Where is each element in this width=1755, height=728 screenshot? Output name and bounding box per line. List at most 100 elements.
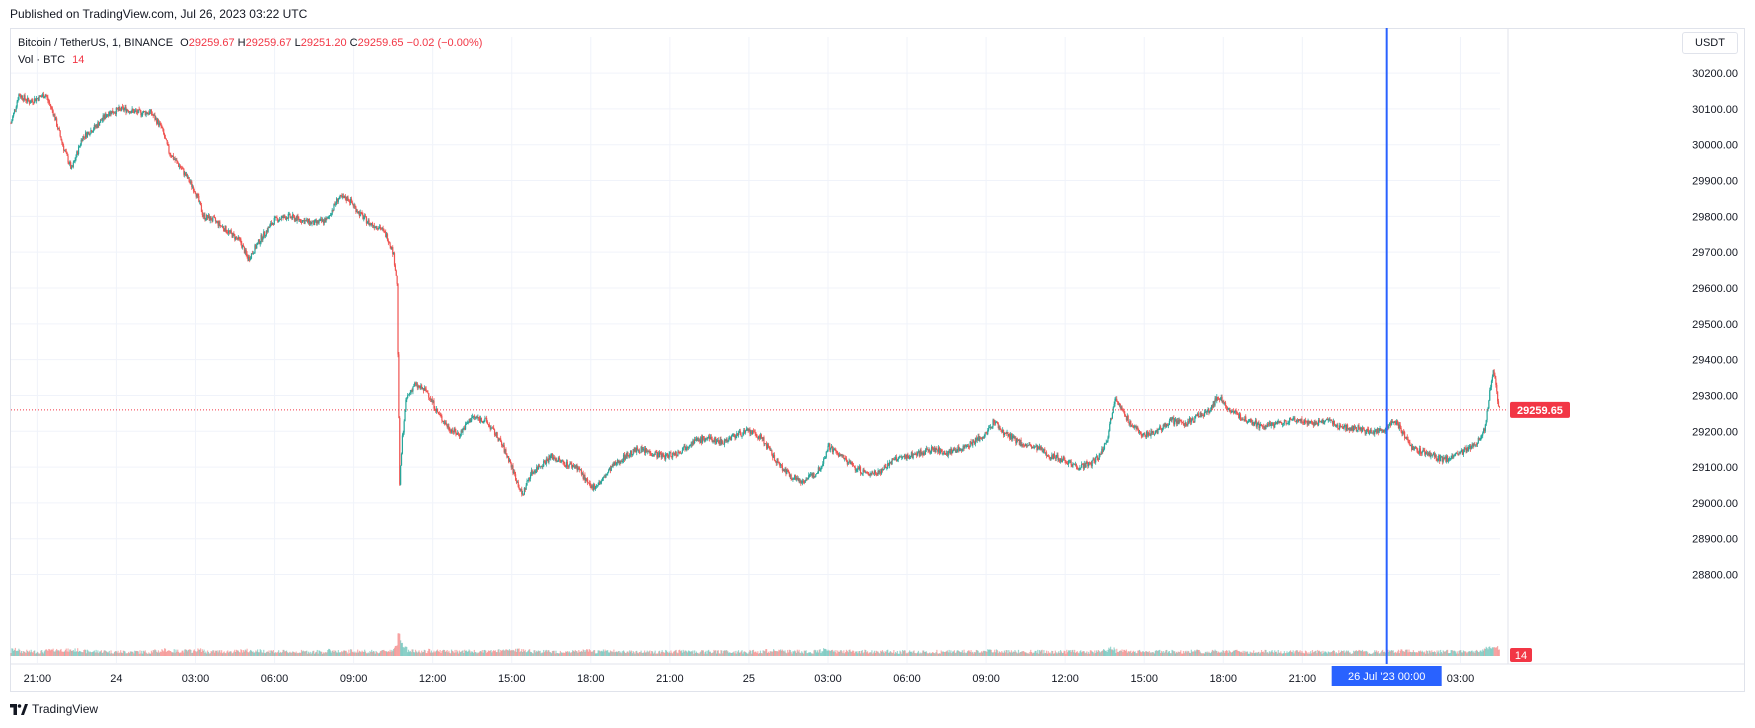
candle-body bbox=[1346, 424, 1349, 429]
candle-body bbox=[1056, 454, 1058, 458]
candle-body bbox=[866, 471, 868, 473]
candle-body bbox=[650, 453, 652, 456]
volume-bar bbox=[543, 649, 545, 656]
volume-bar bbox=[796, 649, 798, 656]
candle-body bbox=[1222, 401, 1224, 403]
volume-bar bbox=[858, 651, 860, 656]
volume-bar bbox=[286, 652, 289, 656]
candle-body bbox=[401, 435, 404, 454]
volume-bar bbox=[744, 652, 747, 656]
candle-body bbox=[683, 445, 685, 448]
candle-body bbox=[1027, 445, 1029, 447]
volume-bar bbox=[342, 652, 344, 656]
volume-bar bbox=[514, 651, 516, 656]
volume-bar bbox=[26, 649, 28, 656]
volume-bar bbox=[423, 649, 425, 656]
candle-body bbox=[119, 107, 121, 109]
volume-bar bbox=[160, 651, 162, 656]
volume-bar bbox=[1259, 653, 1261, 656]
x-tick-label: 06:00 bbox=[261, 673, 289, 685]
volume-bar bbox=[58, 651, 60, 656]
volume-bar bbox=[1146, 651, 1149, 656]
volume-bar bbox=[1012, 651, 1014, 656]
volume-bar bbox=[1352, 653, 1354, 656]
volume-bar bbox=[1411, 652, 1413, 656]
volume-bar bbox=[801, 652, 804, 656]
candle-body bbox=[261, 235, 263, 241]
volume-bar bbox=[515, 651, 518, 656]
candle-body bbox=[1317, 422, 1319, 426]
candle-body bbox=[1338, 428, 1340, 430]
volume-bar bbox=[115, 651, 117, 656]
candle-body bbox=[745, 429, 748, 431]
volume-bar bbox=[192, 650, 195, 656]
candle-body bbox=[201, 211, 203, 216]
volume-bar bbox=[298, 653, 300, 656]
candle-body bbox=[809, 474, 812, 476]
candle-body bbox=[213, 216, 215, 218]
candle-body bbox=[616, 459, 619, 464]
volume-bar bbox=[777, 651, 779, 656]
candle-body bbox=[562, 460, 564, 462]
candle-body bbox=[515, 474, 517, 481]
volume-bar bbox=[881, 650, 884, 656]
volume-bar bbox=[470, 652, 472, 656]
volume-bar bbox=[859, 653, 862, 656]
candle-body bbox=[620, 461, 622, 464]
volume-bar bbox=[724, 650, 726, 656]
volume-bar bbox=[626, 651, 628, 656]
volume-bar bbox=[35, 653, 38, 656]
candle-body bbox=[1041, 447, 1043, 452]
volume-bar bbox=[1110, 646, 1112, 656]
candle-body bbox=[420, 385, 422, 389]
volume-bar bbox=[1182, 650, 1185, 656]
volume-bar bbox=[323, 653, 325, 656]
candle-body bbox=[185, 172, 187, 176]
candle-body bbox=[681, 450, 683, 453]
volume-bar bbox=[1088, 651, 1090, 656]
candle-body bbox=[367, 220, 369, 223]
volume-bar bbox=[1436, 650, 1438, 656]
volume-bar bbox=[565, 651, 567, 656]
volume-bar bbox=[973, 651, 976, 656]
volume-bar bbox=[747, 653, 749, 656]
volume-bar bbox=[750, 650, 752, 656]
volume-bar bbox=[975, 649, 977, 656]
volume-bar bbox=[610, 651, 612, 656]
x-tick-label: 12:00 bbox=[419, 673, 447, 685]
volume-bar bbox=[291, 652, 293, 656]
candle-body bbox=[1427, 453, 1429, 455]
volume-bar bbox=[1073, 652, 1075, 656]
candle-body bbox=[118, 107, 120, 111]
candle-body bbox=[864, 471, 866, 473]
candle-body bbox=[782, 469, 784, 471]
volume-bar bbox=[482, 652, 484, 656]
volume-bar bbox=[112, 653, 114, 656]
volume-bar bbox=[279, 651, 282, 656]
candle-body bbox=[1432, 454, 1434, 456]
volume-bar bbox=[780, 649, 782, 656]
volume-bar bbox=[909, 650, 911, 656]
candle-body bbox=[1121, 406, 1123, 411]
candle-body bbox=[1395, 422, 1397, 425]
candle-body bbox=[708, 436, 710, 438]
candle-body bbox=[1079, 467, 1081, 469]
volume-bar bbox=[170, 650, 172, 656]
volume-bar bbox=[154, 649, 156, 656]
candle-body bbox=[1419, 448, 1422, 454]
candle-body bbox=[269, 224, 271, 228]
candle-body bbox=[579, 469, 581, 470]
candle-body bbox=[519, 489, 521, 491]
volume-bar bbox=[475, 652, 477, 656]
candle-body bbox=[1198, 416, 1200, 418]
candle-body bbox=[593, 484, 595, 491]
candle-body bbox=[475, 417, 477, 419]
volume-bar bbox=[993, 651, 995, 656]
volume-bar bbox=[57, 650, 59, 656]
candle-body bbox=[1101, 448, 1103, 455]
candle-body bbox=[524, 487, 526, 490]
volume-bar bbox=[1231, 652, 1233, 656]
volume-bar bbox=[357, 649, 359, 656]
candle-body bbox=[754, 431, 756, 434]
